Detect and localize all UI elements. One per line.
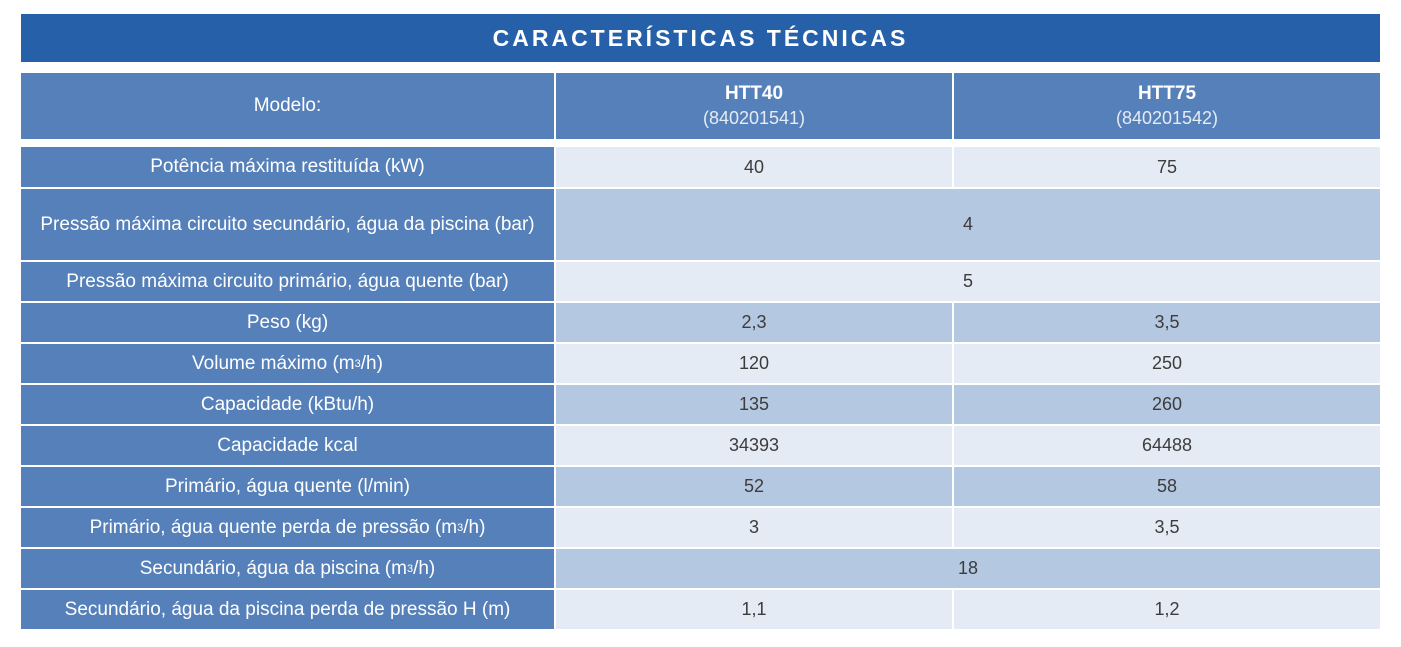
cell-htt40: 34393 xyxy=(556,426,954,465)
cell-htt40: 1,1 xyxy=(556,590,954,629)
table-body: Potência máxima restituída (kW) 40 75 Pr… xyxy=(21,147,1380,629)
cell-htt75: 1,2 xyxy=(954,590,1380,629)
cell-htt75: 250 xyxy=(954,344,1380,383)
row-label: Primário, água quente (l/min) xyxy=(21,467,556,506)
row-label: Capacidade kcal xyxy=(21,426,556,465)
row-label: Pressão máxima circuito secundário, água… xyxy=(21,189,556,260)
model-header-htt75: HTT75 (840201542) xyxy=(954,73,1380,139)
row-label: Secundário, água da piscina (m 3/h) xyxy=(21,549,556,588)
model-header-htt40: HTT40 (840201541) xyxy=(556,73,954,139)
table-row: Primário, água quente (l/min) 52 58 xyxy=(21,467,1380,508)
cell-htt75: 58 xyxy=(954,467,1380,506)
table-row: Pressão máxima circuito primário, água q… xyxy=(21,262,1380,303)
cell-htt75: 75 xyxy=(954,147,1380,187)
cell-htt40: 2,3 xyxy=(556,303,954,342)
table-row: Secundário, água da piscina (m 3/h) 18 xyxy=(21,549,1380,590)
label-text: Secundário, água da piscina (m xyxy=(139,557,407,579)
table-row: Capacidade (kBtu/h) 135 260 xyxy=(21,385,1380,426)
table-header-row: Modelo: HTT40 (840201541) HTT75 (8402015… xyxy=(21,73,1380,139)
model-name: HTT40 xyxy=(724,83,784,104)
table-row: Peso (kg) 2,3 3,5 xyxy=(21,303,1380,344)
model-code: (840201542) xyxy=(1115,108,1219,128)
cell-htt40: 120 xyxy=(556,344,954,383)
cell-htt75: 260 xyxy=(954,385,1380,424)
row-label: Primário, água quente perda de pressão (… xyxy=(21,508,556,547)
cell-htt75: 64488 xyxy=(954,426,1380,465)
cell-htt40: 3 xyxy=(556,508,954,547)
model-code: (840201541) xyxy=(702,108,806,128)
table-row: Pressão máxima circuito secundário, água… xyxy=(21,189,1380,262)
model-header-label: Modelo: xyxy=(21,73,556,139)
row-label: Peso (kg) xyxy=(21,303,556,342)
label-text: /h) xyxy=(463,516,486,538)
cell-htt40: 135 xyxy=(556,385,954,424)
cell-htt40: 52 xyxy=(556,467,954,506)
cell-shared: 5 xyxy=(556,262,1380,301)
table-row: Capacidade kcal 34393 64488 xyxy=(21,426,1380,467)
label-text: /h) xyxy=(413,557,436,579)
cell-htt75: 3,5 xyxy=(954,508,1380,547)
label-text: Volume máximo (m xyxy=(192,352,355,374)
table-row: Primário, água quente perda de pressão (… xyxy=(21,508,1380,549)
label-text: /h) xyxy=(360,352,383,374)
row-label: Capacidade (kBtu/h) xyxy=(21,385,556,424)
row-label: Potência máxima restituída (kW) xyxy=(21,147,556,187)
table-row: Potência máxima restituída (kW) 40 75 xyxy=(21,147,1380,189)
label-text: Primário, água quente perda de pressão (… xyxy=(89,516,458,538)
cell-shared: 18 xyxy=(556,549,1380,588)
row-label: Pressão máxima circuito primário, água q… xyxy=(21,262,556,301)
row-label: Volume máximo (m 3/h) xyxy=(21,344,556,383)
table-row: Volume máximo (m 3/h) 120 250 xyxy=(21,344,1380,385)
row-label: Secundário, água da piscina perda de pre… xyxy=(21,590,556,629)
model-name: HTT75 xyxy=(1137,83,1197,104)
cell-htt40: 40 xyxy=(556,147,954,187)
spec-table-container: CARACTERÍSTICAS TÉCNICAS Modelo: HTT40 (… xyxy=(21,14,1380,629)
table-title: CARACTERÍSTICAS TÉCNICAS xyxy=(21,14,1380,62)
table-row: Secundário, água da piscina perda de pre… xyxy=(21,590,1380,629)
cell-shared: 4 xyxy=(556,189,1380,260)
cell-htt75: 3,5 xyxy=(954,303,1380,342)
